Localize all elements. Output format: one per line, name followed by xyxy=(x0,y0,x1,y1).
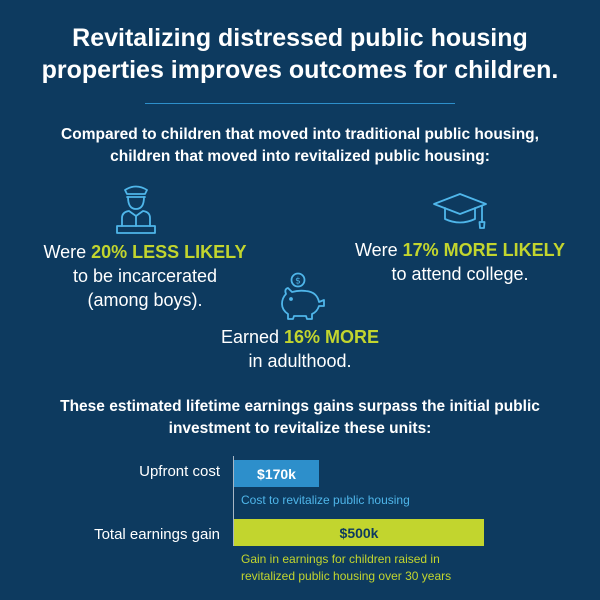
police-officer-icon xyxy=(114,182,158,234)
stat-earnings: Earned 16% MORE in adulthood. xyxy=(175,325,425,373)
summary-line-1: These estimated lifetime earnings gains … xyxy=(60,398,540,415)
summary-text: These estimated lifetime earnings gains … xyxy=(0,396,600,440)
svg-text:$: $ xyxy=(295,277,301,287)
intro-line-1: Compared to children that moved into tra… xyxy=(61,126,539,143)
graduation-cap-icon xyxy=(432,192,488,232)
stat-college: Were 17% MORE LIKELY to attend college. xyxy=(330,238,590,286)
stat-incarceration-highlight: 20% LESS LIKELY xyxy=(91,242,247,262)
bar-value-label-total-earnings-gain: $500k xyxy=(339,524,379,541)
caption-upfront-cost-line-1: Cost to revitalize public housing xyxy=(241,493,410,507)
caption-total-earnings-gain-line-2: revitalized public housing over 30 years xyxy=(241,569,452,583)
intro-text: Compared to children that moved into tra… xyxy=(0,124,600,168)
title-line-1: Revitalizing distressed public housing xyxy=(72,24,528,52)
stat-college-prefix: Were xyxy=(354,240,403,260)
page-title: Revitalizing distressed public housing p… xyxy=(0,22,600,86)
stat-incarceration: Were 20% LESS LIKELY to be incarcerated … xyxy=(20,240,270,312)
stat-earnings-highlight: 16% MORE xyxy=(284,327,380,347)
intro-line-2: children that moved into revitalized pub… xyxy=(110,148,490,165)
bar-total-earnings-gain: $500k xyxy=(234,519,484,546)
category-label-total-earnings-gain: Total earnings gain xyxy=(94,526,220,543)
caption-total-earnings-gain-line-1: Gain in earnings for children raised in xyxy=(241,552,440,566)
piggy-bank-icon: $ xyxy=(274,272,330,322)
bar-value-label-upfront-cost: $170k xyxy=(257,465,296,482)
caption-total-earnings-gain: Gain in earnings for children raised in … xyxy=(241,551,541,585)
title-line-2: properties improves outcomes for childre… xyxy=(41,56,559,84)
category-label-upfront-cost: Upfront cost xyxy=(139,463,220,480)
stat-college-line-2: to attend college. xyxy=(391,264,529,284)
stat-earnings-line-2: in adulthood. xyxy=(248,351,352,371)
stat-college-highlight: 17% MORE LIKELY xyxy=(402,240,566,260)
title-divider xyxy=(145,103,455,104)
stat-incarceration-line-1: Were 20% LESS LIKELY xyxy=(20,240,270,264)
summary-line-2: investment to revitalize these units: xyxy=(168,420,432,437)
stat-earnings-prefix: Earned xyxy=(220,327,284,347)
stat-incarceration-line-3: (among boys). xyxy=(87,290,203,310)
stat-incarceration-line-2: to be incarcerated xyxy=(72,266,218,286)
bar-chart-axis xyxy=(233,456,234,546)
bar-upfront-cost: $170k xyxy=(234,460,319,487)
stat-earnings-line-1: Earned 16% MORE xyxy=(175,325,425,349)
stat-incarceration-prefix: Were xyxy=(43,242,92,262)
caption-upfront-cost: Cost to revitalize public housing xyxy=(241,492,410,509)
stat-college-line-1: Were 17% MORE LIKELY xyxy=(330,238,590,262)
